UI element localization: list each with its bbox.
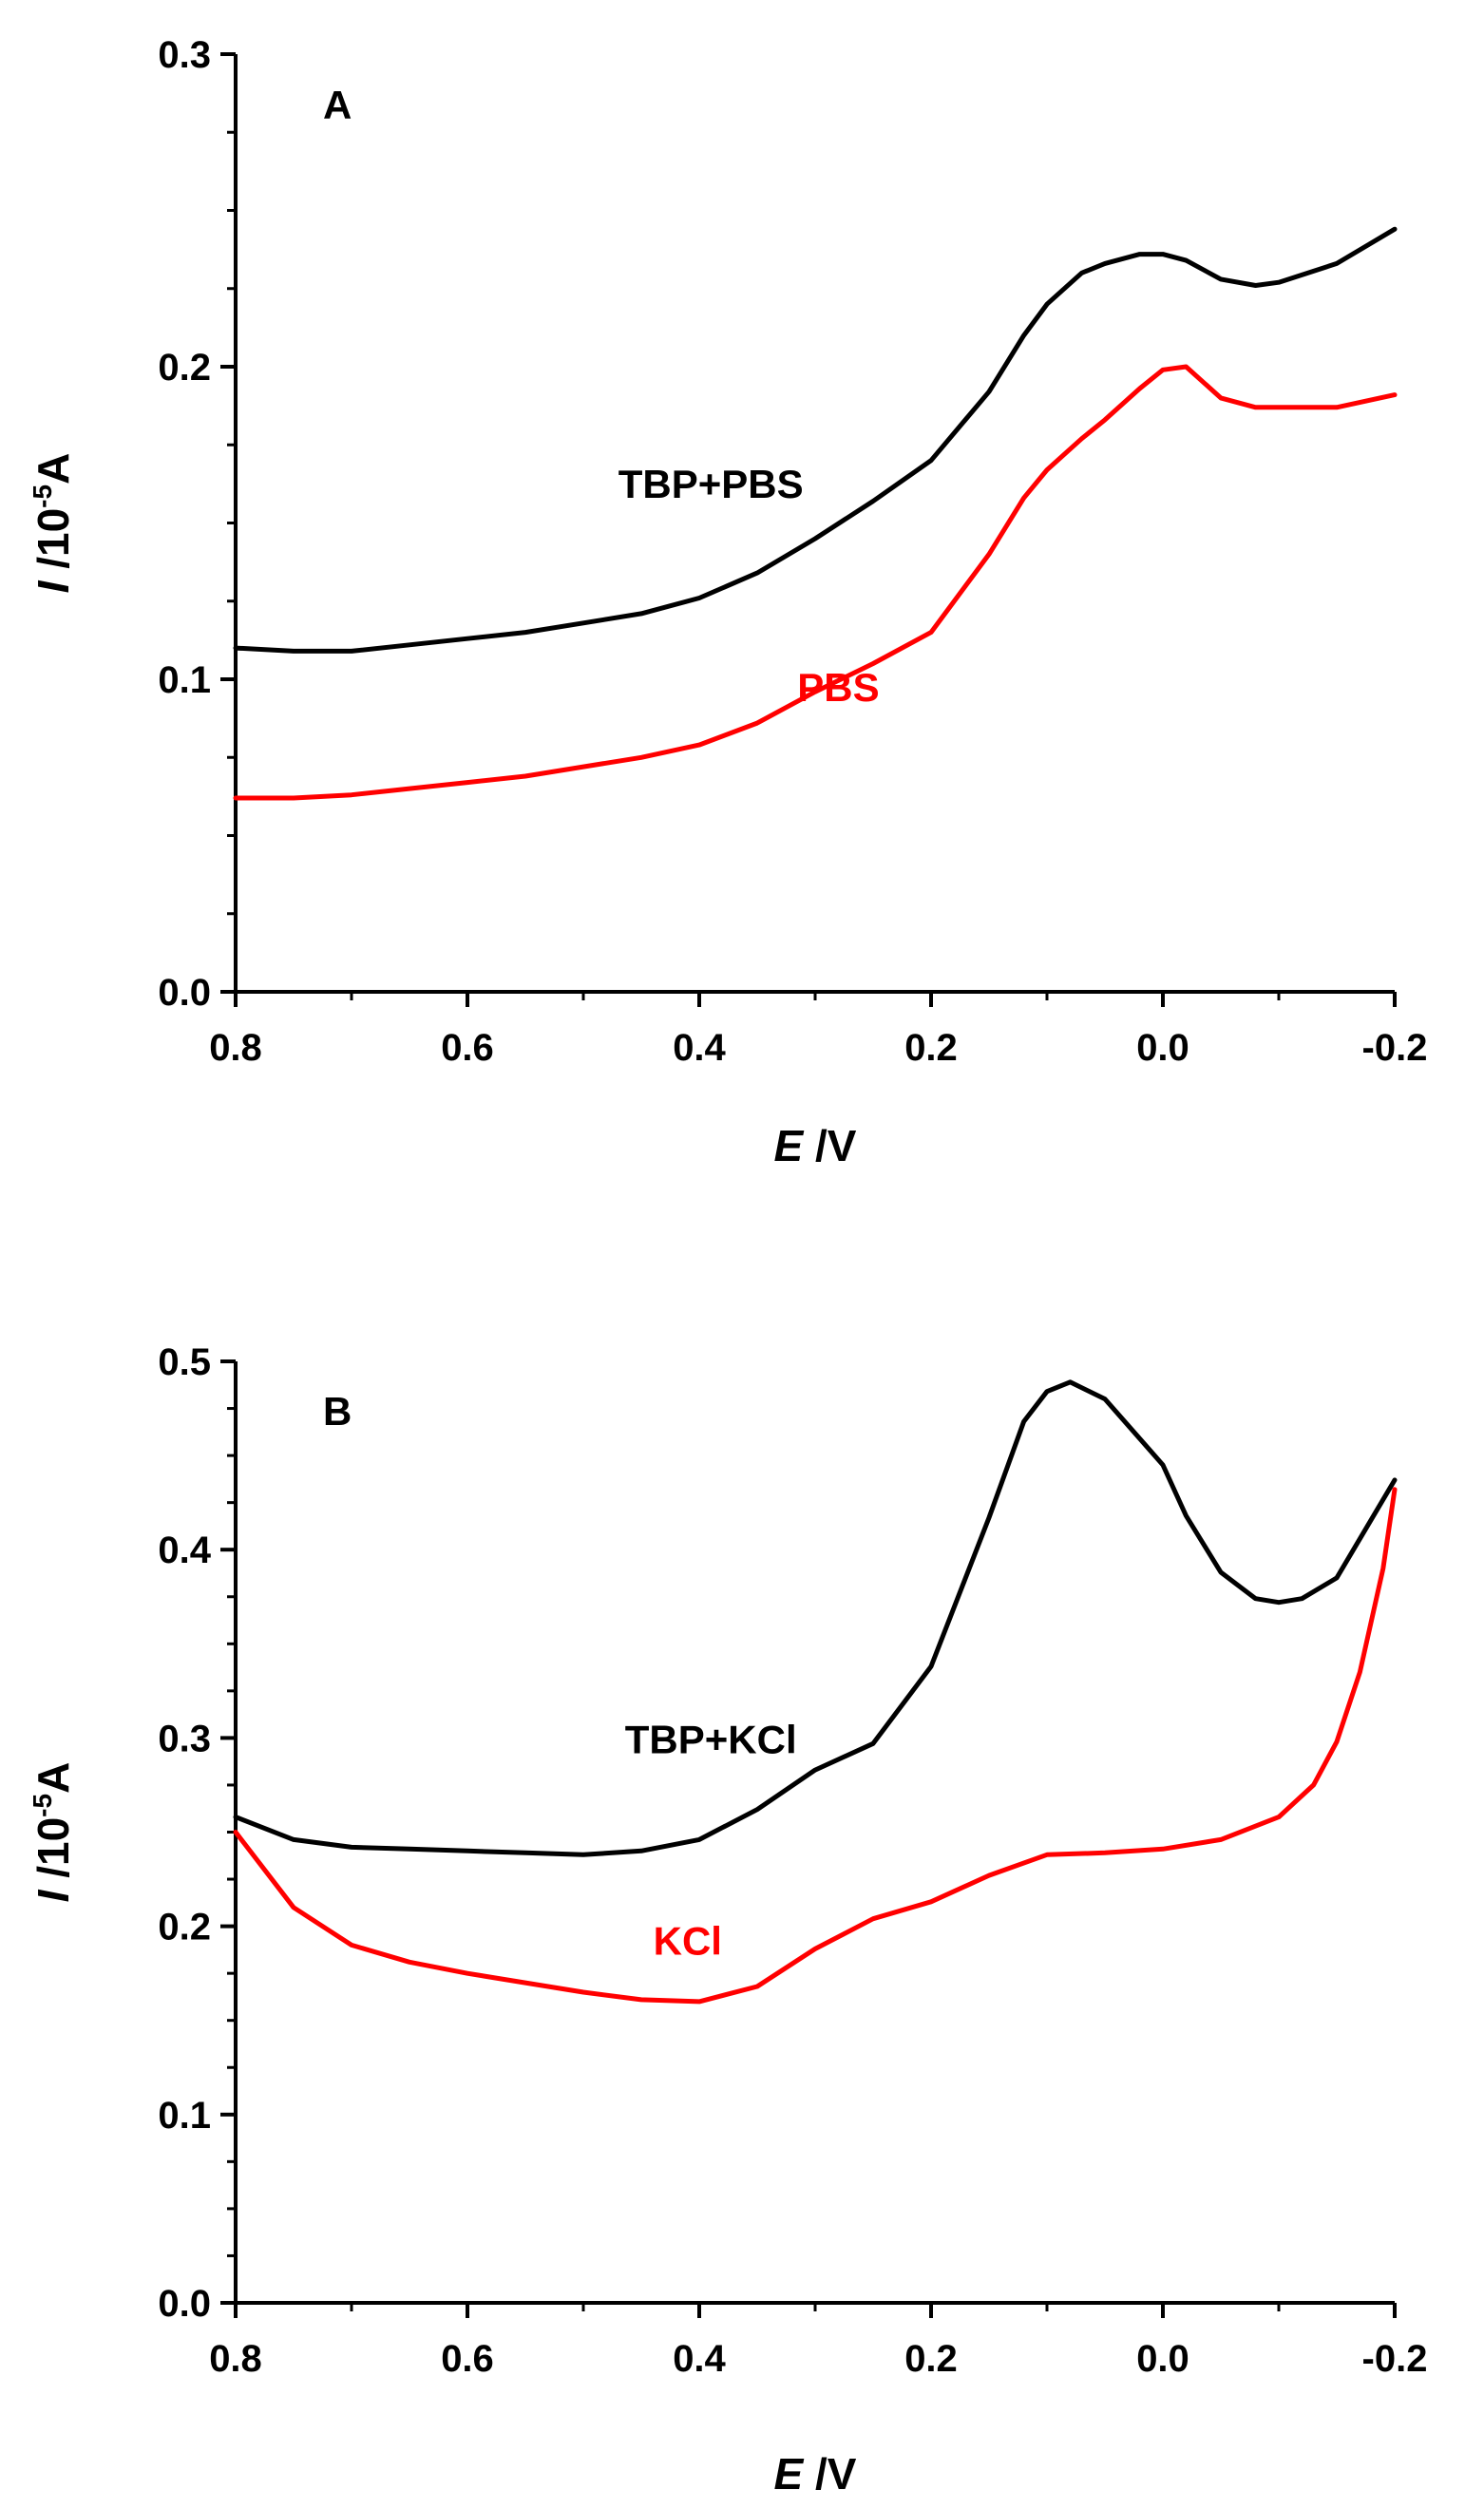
series-label: TBP+PBS [618,462,804,506]
series-line-tbp-kcl [233,1379,1398,1857]
x-tick-label: 0.4 [673,1027,726,1069]
y-tick-label: 0.5 [158,1341,211,1383]
series-label: TBP+KCl [625,1717,797,1761]
y-axis-title: I /10-5A [28,453,78,594]
y-tick-label: 0.2 [158,347,211,389]
y-tick-label: 0.3 [158,1718,211,1759]
x-tick-label: 0.8 [209,1027,262,1069]
x-tick-label: 0.2 [904,1027,958,1069]
x-tick-label: -0.2 [1362,2338,1428,2380]
panel-B: 0.0 0.1 0.2 0.3 0.4 0.5 0.8 0.6 0.4 0.2 0.0 -0.2 TBP… [28,1341,1427,2499]
x-tick-label: 0.8 [209,2338,262,2380]
x-tick-label: 0.0 [1136,2338,1189,2380]
panel-A: 0.0 0.1 0.2 0.3 0.8 0.6 0.4 0.2 0.0 -0.2 TBP+PBS PB… [28,34,1427,1170]
panel-label: A [323,83,352,127]
y-tick-label: 0.0 [158,2283,211,2325]
x-axis-title: E /V [774,2449,857,2499]
x-tick-label: -0.2 [1362,1027,1428,1069]
y-tick-label: 0.1 [158,659,211,701]
series-line-pbs [233,364,1398,801]
series-line-tbp-pbs [233,226,1398,654]
x-tick-label: 0.2 [904,2338,958,2380]
x-tick-label: 0.6 [441,1027,494,1069]
series-label: KCl [654,1918,722,1963]
series-label: PBS [797,665,879,710]
x-tick-label: 0.6 [441,2338,494,2380]
x-axis-title: E /V [774,1121,857,1170]
x-tick-label: 0.4 [673,2338,726,2380]
y-tick-label: 0.1 [158,2095,211,2137]
x-tick-label: 0.0 [1136,1027,1189,1069]
y-tick-label: 0.2 [158,1907,211,1948]
y-axis-title: I /10-5A [28,1762,78,1903]
y-tick-label: 0.4 [158,1530,211,1571]
panel-label: B [323,1389,352,1434]
y-tick-label: 0.3 [158,34,211,76]
series-line-kcl [233,1487,1398,2005]
y-tick-label: 0.0 [158,972,211,1014]
